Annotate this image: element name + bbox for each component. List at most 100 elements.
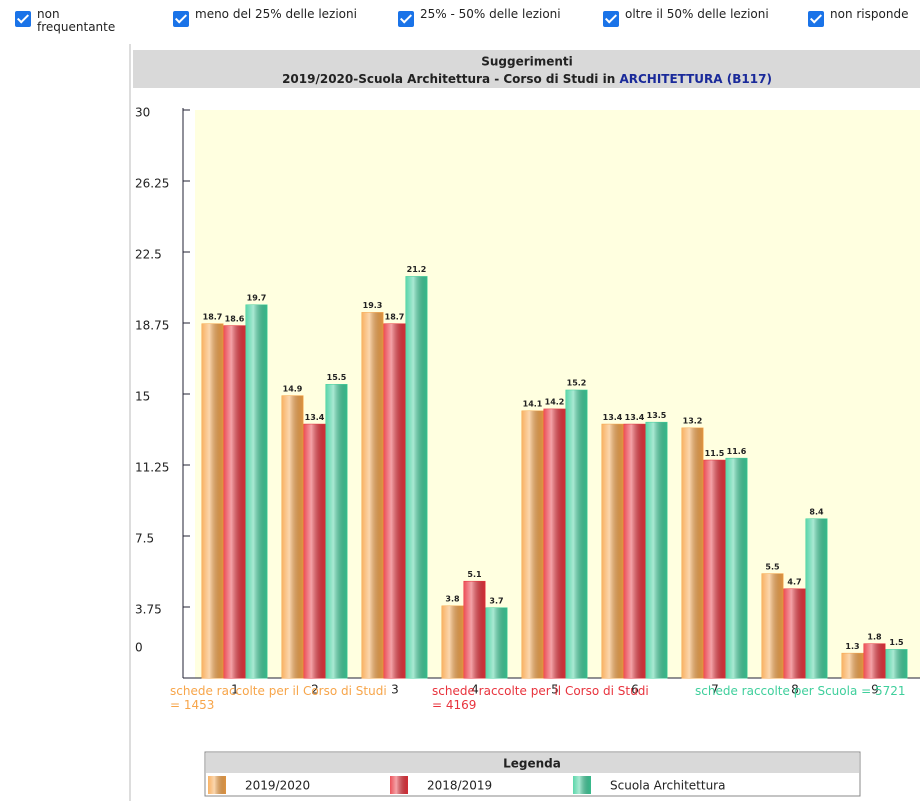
bar-shine: [486, 607, 507, 678]
bar-shine: [646, 422, 667, 678]
chart-title: Suggerimenti: [481, 55, 573, 69]
value-label: 3.8: [445, 595, 460, 604]
value-label: 8.4: [809, 507, 824, 516]
y-tick-label: 11.25: [135, 461, 169, 475]
legend-header: [206, 753, 859, 773]
value-label: 11.6: [727, 447, 747, 456]
bar-shine: [464, 581, 485, 678]
legend-swatch-shine: [390, 776, 408, 794]
checkbox[interactable]: [398, 11, 414, 27]
x-tick-label: 1: [231, 683, 239, 697]
value-label: 13.4: [603, 413, 623, 422]
x-tick-label: 5: [551, 683, 559, 697]
value-label: 15.2: [567, 379, 587, 388]
legend-swatch-shine: [208, 776, 226, 794]
filter-option[interactable]: 25% - 50% delle lezioni: [398, 8, 570, 27]
filter-option[interactable]: oltre il 50% delle lezioni: [603, 8, 785, 27]
value-label: 1.3: [845, 642, 859, 651]
bar-shine: [224, 325, 245, 678]
bar-shine: [282, 395, 303, 678]
subtitle: 2019/2020-Scuola Architettura - Corso di…: [282, 72, 615, 86]
bar-shine: [842, 653, 863, 678]
bar-shine: [624, 424, 645, 678]
bar-shine: [806, 518, 827, 678]
value-label: 3.7: [489, 596, 503, 605]
x-tick-label: 9: [871, 683, 879, 697]
y-tick-label: 3.75: [135, 603, 162, 617]
bar-shine: [362, 312, 383, 678]
legend-label: Scuola Architettura: [610, 779, 725, 793]
bar-shine: [682, 428, 703, 678]
legend-label: 2018/2019: [427, 779, 492, 793]
value-label: 14.1: [523, 400, 543, 409]
sample-note: schede raccolte per il Corso di Studi = …: [432, 684, 649, 712]
x-tick-label: 2: [311, 683, 319, 697]
bar-shine: [406, 276, 427, 678]
x-tick-label: 3: [391, 683, 399, 697]
y-tick-label: 30: [135, 106, 150, 120]
value-label: 4.7: [787, 578, 801, 587]
sample-note: schede raccolte per il Corso di Studi = …: [170, 684, 387, 712]
bar-shine: [522, 411, 543, 678]
subtitle-link: ARCHITETTURA (B117): [619, 72, 771, 86]
x-tick-label: 4: [471, 683, 479, 697]
y-tick-label: 0: [135, 641, 143, 655]
value-label: 15.5: [327, 373, 347, 382]
bar-shine: [304, 424, 325, 678]
value-label: 18.7: [203, 312, 223, 321]
legend-title: Legenda: [503, 757, 561, 771]
sample-note: schede raccolte per Scuola = 5721: [695, 684, 906, 698]
filter-label[interactable]: oltre il 50% delle lezioni: [625, 7, 769, 21]
bar-shine: [246, 305, 267, 678]
value-label: 19.7: [247, 294, 267, 303]
checkbox[interactable]: [603, 11, 619, 27]
bar-shine: [202, 323, 223, 678]
title-bar: [133, 50, 920, 88]
checkbox[interactable]: [15, 11, 31, 27]
filter-label[interactable]: 25% - 50% delle lezioni: [420, 7, 561, 21]
filter-label[interactable]: meno del 25% delle lezioni: [195, 7, 357, 21]
bar-shine: [726, 458, 747, 678]
bar-shine: [864, 643, 885, 678]
bar-shine: [544, 409, 565, 678]
y-tick-label: 22.5: [135, 248, 162, 262]
y-tick-label: 18.75: [135, 319, 169, 333]
value-label: 14.2: [545, 398, 565, 407]
value-label: 18.7: [385, 312, 405, 321]
bar-shine: [566, 390, 587, 678]
value-label: 1.8: [867, 632, 882, 641]
value-label: 19.3: [363, 301, 383, 310]
value-label: 18.6: [225, 314, 245, 323]
x-tick-label: 8: [791, 683, 799, 697]
y-tick-label: 7.5: [135, 532, 154, 546]
bar-shine: [886, 649, 907, 678]
filter-label[interactable]: non frequentante: [37, 7, 116, 34]
filter-option[interactable]: non frequentante: [15, 8, 117, 34]
bar-shine: [326, 384, 347, 678]
value-label: 1.5: [889, 638, 904, 647]
filter-option[interactable]: non risponde: [808, 8, 910, 27]
value-label: 5.1: [467, 570, 482, 579]
chart-subtitle: 2019/2020-Scuola Architettura - Corso di…: [282, 72, 772, 86]
legend-label: 2019/2020: [245, 779, 310, 793]
value-label: 14.9: [283, 384, 303, 393]
filter-label[interactable]: non risponde: [830, 7, 909, 21]
bar-shine: [704, 460, 725, 678]
bar-shine: [762, 573, 783, 678]
value-label: 21.2: [407, 265, 427, 274]
bar-shine: [784, 589, 805, 678]
value-label: 13.5: [647, 411, 667, 420]
filter-option[interactable]: meno del 25% delle lezioni: [173, 8, 365, 27]
value-label: 13.2: [683, 417, 703, 426]
x-tick-label: 6: [631, 683, 639, 697]
value-label: 11.5: [705, 449, 725, 458]
value-label: 13.4: [625, 413, 645, 422]
bar-shine: [384, 323, 405, 678]
value-label: 5.5: [765, 562, 780, 571]
checkbox[interactable]: [173, 11, 189, 27]
value-label: 13.4: [305, 413, 325, 422]
checkbox[interactable]: [808, 11, 824, 27]
legend-swatch-shine: [573, 776, 591, 794]
